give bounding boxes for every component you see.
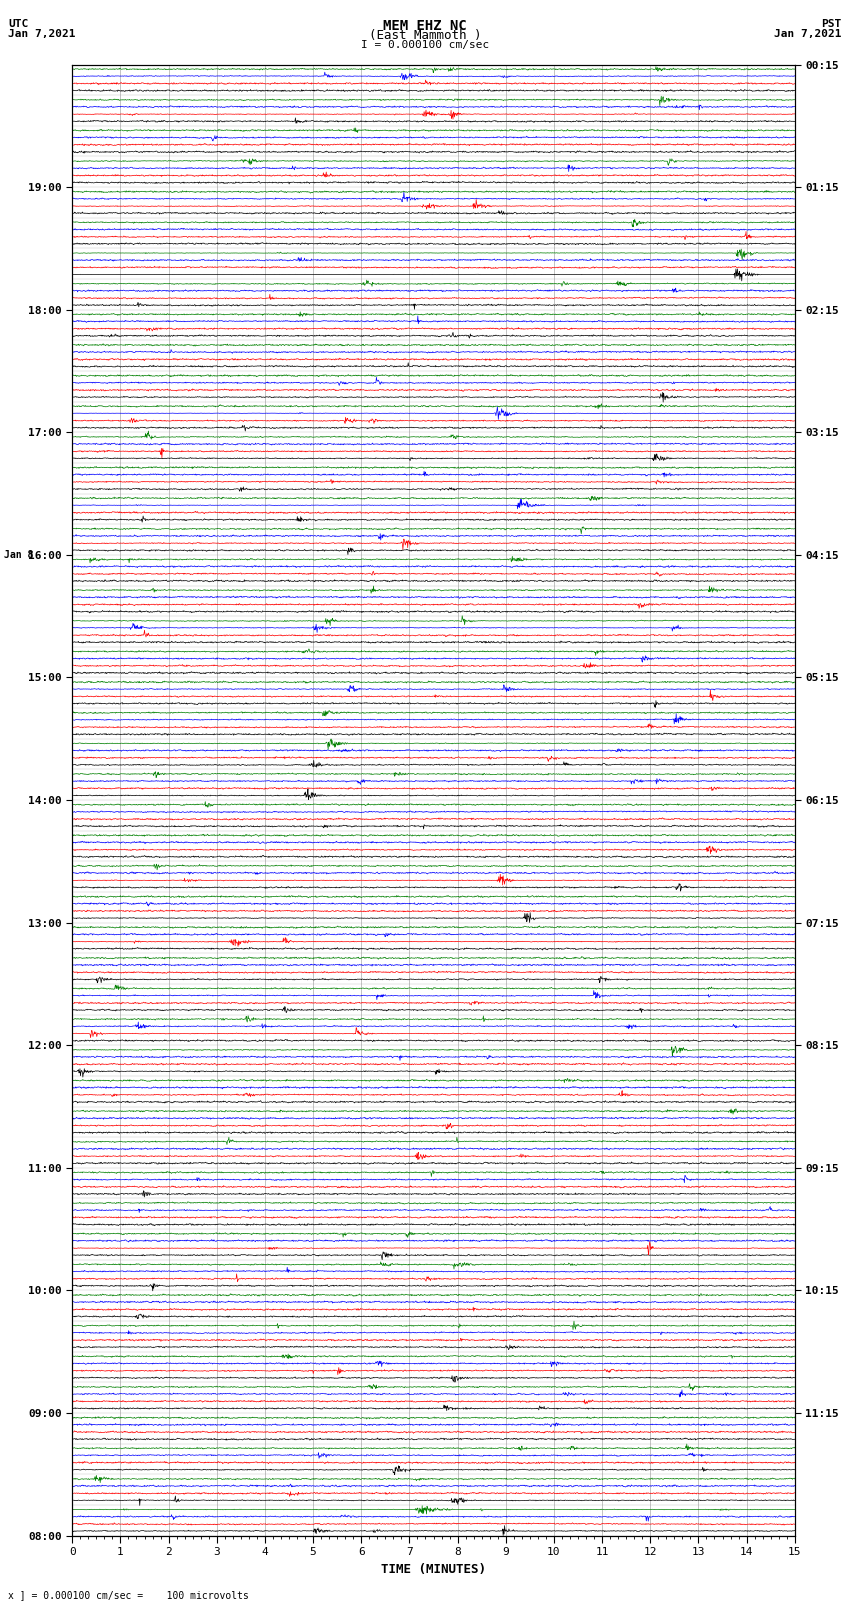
Text: Jan 7,2021: Jan 7,2021 (8, 29, 76, 39)
X-axis label: TIME (MINUTES): TIME (MINUTES) (381, 1563, 486, 1576)
Text: (East Mammoth ): (East Mammoth ) (369, 29, 481, 42)
Text: UTC: UTC (8, 18, 29, 29)
Text: x ] = 0.000100 cm/sec =    100 microvolts: x ] = 0.000100 cm/sec = 100 microvolts (8, 1590, 249, 1600)
Text: Jan 7,2021: Jan 7,2021 (774, 29, 842, 39)
Text: Jan 8: Jan 8 (4, 550, 34, 560)
Text: PST: PST (821, 18, 842, 29)
Text: I = 0.000100 cm/sec: I = 0.000100 cm/sec (361, 39, 489, 50)
Text: MEM EHZ NC: MEM EHZ NC (383, 18, 467, 32)
